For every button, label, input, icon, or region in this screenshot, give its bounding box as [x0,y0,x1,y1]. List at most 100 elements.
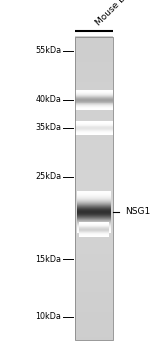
Bar [75,132,113,133]
Bar [75,281,113,284]
Bar [75,193,113,196]
Bar [75,130,113,131]
Bar [77,215,111,216]
Bar [75,72,113,75]
Bar [75,296,113,299]
Bar [75,236,113,239]
Bar [75,121,113,122]
Bar [75,91,113,92]
Bar [75,90,113,91]
Bar [75,59,113,62]
Bar [75,125,113,126]
Bar [75,100,113,101]
Bar [75,41,113,44]
Bar [75,92,113,95]
Bar [77,218,111,219]
Bar [75,110,113,112]
Bar [75,120,113,122]
Bar [75,103,113,104]
Bar [75,175,113,178]
Bar [77,228,111,230]
Bar [75,165,113,168]
Bar [78,225,109,226]
Bar [75,268,113,271]
Bar [75,210,113,214]
Bar [78,236,109,237]
Bar [78,232,109,233]
Bar [78,228,109,229]
Bar [75,107,113,108]
Bar [75,69,113,72]
Bar [75,322,113,324]
Bar [75,98,113,100]
Bar [75,128,113,130]
Bar [77,229,111,231]
Bar [75,107,113,110]
Bar [77,203,111,205]
Bar [78,229,109,230]
Bar [75,106,113,107]
Bar [75,133,113,134]
Bar [78,234,109,236]
Bar [78,223,109,224]
Bar [78,228,109,229]
Bar [75,122,113,123]
Bar [75,228,113,231]
Bar [78,233,109,234]
Bar [78,235,109,236]
Bar [77,222,111,223]
Bar [77,211,111,213]
Bar [75,100,113,101]
Bar [77,207,111,209]
Bar [77,231,111,232]
Bar [75,125,113,126]
Bar [75,132,113,135]
Bar [78,227,109,228]
Bar [78,222,109,223]
Bar [77,212,111,214]
Bar [75,133,113,134]
Bar [75,99,113,102]
Bar [78,233,109,235]
Bar [77,195,111,197]
Bar [78,234,109,235]
Bar [75,94,113,96]
Bar [75,231,113,233]
Bar [75,124,113,125]
Bar [75,168,113,170]
Bar [75,97,113,99]
Bar [77,199,111,201]
Bar [75,301,113,304]
Bar [75,102,113,104]
Bar [75,128,113,129]
Bar [75,104,113,105]
Bar [75,153,113,155]
Bar [75,205,113,208]
Bar [75,188,113,191]
Bar [77,192,111,194]
Bar [75,102,113,103]
Bar [75,213,113,216]
Bar [75,203,113,206]
Text: 40kDa: 40kDa [35,95,61,104]
Bar [75,121,113,122]
Text: 15kDa: 15kDa [35,254,61,264]
Bar [78,231,109,232]
Bar [75,329,113,332]
Bar [75,87,113,90]
Bar [75,44,113,47]
Bar [78,229,109,230]
Bar [77,214,111,215]
Bar [75,309,113,312]
Bar [75,133,113,134]
Bar [75,97,113,98]
Bar [78,226,109,227]
Bar [78,224,109,225]
Bar [75,51,113,54]
Bar [75,37,113,340]
Bar [75,62,113,64]
Bar [77,196,111,198]
Bar [75,54,113,57]
Bar [75,74,113,77]
Bar [75,93,113,94]
